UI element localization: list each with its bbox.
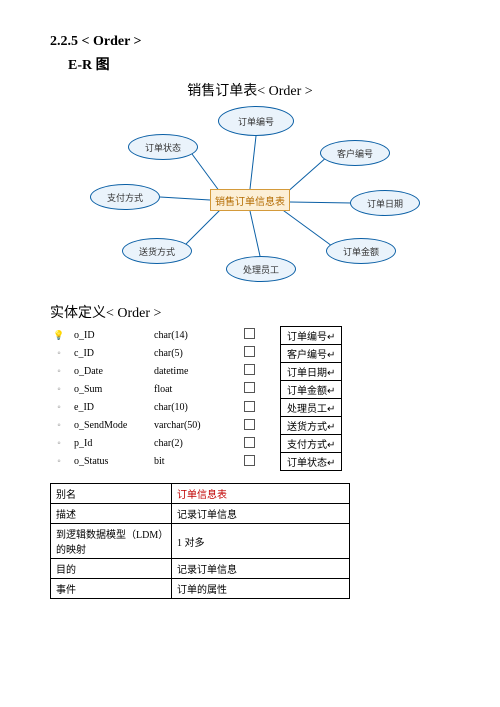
meta-row: 描述记录订单信息 (51, 504, 350, 524)
section-subheading: E-R 图 (68, 54, 450, 74)
er-diagram: 订单编号订单状态 客户编号支付方式 订单日期送货方式 订单金额处理员工 销售订单信息表 (70, 104, 430, 294)
meta-row: 目的记录订单信息 (51, 559, 350, 579)
field-type: char(14) (152, 326, 242, 344)
er-attribute-node: 订单编号 (218, 106, 294, 136)
checkbox-icon (244, 455, 255, 466)
checkbox-icon (244, 328, 255, 339)
field-name: e_ID (72, 399, 152, 417)
schema-row: ◦ c_IDchar(5) (50, 344, 266, 362)
meta-value: 订单的属性 (172, 579, 350, 599)
checkbox-icon (244, 401, 255, 412)
label-row: 送货方式↵ (281, 417, 342, 435)
field-name: o_Status (72, 453, 152, 471)
field-icon: ◦ (57, 384, 61, 395)
field-name: o_SendMode (72, 417, 152, 435)
meta-row: 别名订单信息表 (51, 484, 350, 504)
field-label: 客户编号↵ (281, 345, 342, 363)
label-row: 客户编号↵ (281, 345, 342, 363)
schema-row: ◦ o_Sumfloat (50, 380, 266, 398)
schema-row: ◦ o_SendModevarchar(50) (50, 417, 266, 435)
field-name: o_ID (72, 326, 152, 344)
meta-key: 别名 (51, 484, 172, 504)
meta-value: 订单信息表 (172, 484, 350, 504)
entity-def-heading: 实体定义< Order > (50, 302, 450, 322)
label-row: 处理员工↵ (281, 399, 342, 417)
checkbox-icon (244, 419, 255, 430)
entity-definition-row: 💡 o_IDchar(14) ◦ c_IDchar(5) ◦ o_Datedatetime… (50, 326, 450, 471)
key-icon: 💡 (53, 330, 64, 340)
er-attribute-node: 订单状态 (128, 134, 198, 160)
field-label: 订单状态↵ (281, 453, 342, 471)
schema-row: ◦ o_Statusbit (50, 453, 266, 471)
label-row: 订单日期↵ (281, 363, 342, 381)
field-label: 订单日期↵ (281, 363, 342, 381)
field-icon: ◦ (57, 456, 61, 467)
er-attribute-node: 送货方式 (122, 238, 192, 264)
label-row: 订单编号↵ (281, 327, 342, 345)
field-type: datetime (152, 362, 242, 380)
field-label: 送货方式↵ (281, 417, 342, 435)
field-icon: ◦ (57, 438, 61, 449)
schema-row: 💡 o_IDchar(14) (50, 326, 266, 344)
field-type: char(2) (152, 435, 242, 453)
meta-key: 到逻辑数据模型（LDM）的映射 (51, 524, 172, 559)
er-attribute-node: 订单日期 (350, 190, 420, 216)
label-row: 支付方式↵ (281, 435, 342, 453)
meta-key: 事件 (51, 579, 172, 599)
labels-table: 订单编号↵客户编号↵订单日期↵订单金额↵处理员工↵送货方式↵支付方式↵订单状态↵ (280, 326, 342, 471)
meta-key: 描述 (51, 504, 172, 524)
field-name: o_Sum (72, 380, 152, 398)
meta-value: 记录订单信息 (172, 504, 350, 524)
er-attribute-node: 支付方式 (90, 184, 160, 210)
checkbox-icon (244, 346, 255, 357)
field-type: bit (152, 453, 242, 471)
diagram-title: 销售订单表< Order > (50, 80, 450, 100)
schema-table: 💡 o_IDchar(14) ◦ c_IDchar(5) ◦ o_Datedatetime… (50, 326, 266, 471)
label-row: 订单金额↵ (281, 381, 342, 399)
field-icon: ◦ (57, 402, 61, 413)
field-icon: ◦ (57, 366, 61, 377)
field-label: 处理员工↵ (281, 399, 342, 417)
field-type: char(10) (152, 399, 242, 417)
field-name: o_Date (72, 362, 152, 380)
schema-row: ◦ e_IDchar(10) (50, 399, 266, 417)
field-name: p_Id (72, 435, 152, 453)
meta-value: 记录订单信息 (172, 559, 350, 579)
meta-value: 1 对多 (172, 524, 350, 559)
schema-row: ◦ o_Datedatetime (50, 362, 266, 380)
er-attribute-node: 订单金额 (326, 238, 396, 264)
checkbox-icon (244, 437, 255, 448)
checkbox-icon (244, 364, 255, 375)
field-label: 订单金额↵ (281, 381, 342, 399)
field-icon: ◦ (57, 420, 61, 431)
field-type: float (152, 380, 242, 398)
schema-row: ◦ p_Idchar(2) (50, 435, 266, 453)
meta-row: 到逻辑数据模型（LDM）的映射1 对多 (51, 524, 350, 559)
meta-key: 目的 (51, 559, 172, 579)
meta-table: 别名订单信息表描述记录订单信息到逻辑数据模型（LDM）的映射1 对多目的记录订单… (50, 483, 350, 599)
er-attribute-node: 处理员工 (226, 256, 296, 282)
er-entity-node: 销售订单信息表 (210, 189, 290, 211)
meta-row: 事件订单的属性 (51, 579, 350, 599)
label-row: 订单状态↵ (281, 453, 342, 471)
er-attribute-node: 客户编号 (320, 140, 390, 166)
field-name: c_ID (72, 344, 152, 362)
field-icon: ◦ (57, 348, 61, 359)
field-type: char(5) (152, 344, 242, 362)
field-type: varchar(50) (152, 417, 242, 435)
field-label: 订单编号↵ (281, 327, 342, 345)
section-heading: 2.2.5 < Order > (50, 34, 450, 50)
checkbox-icon (244, 382, 255, 393)
field-label: 支付方式↵ (281, 435, 342, 453)
